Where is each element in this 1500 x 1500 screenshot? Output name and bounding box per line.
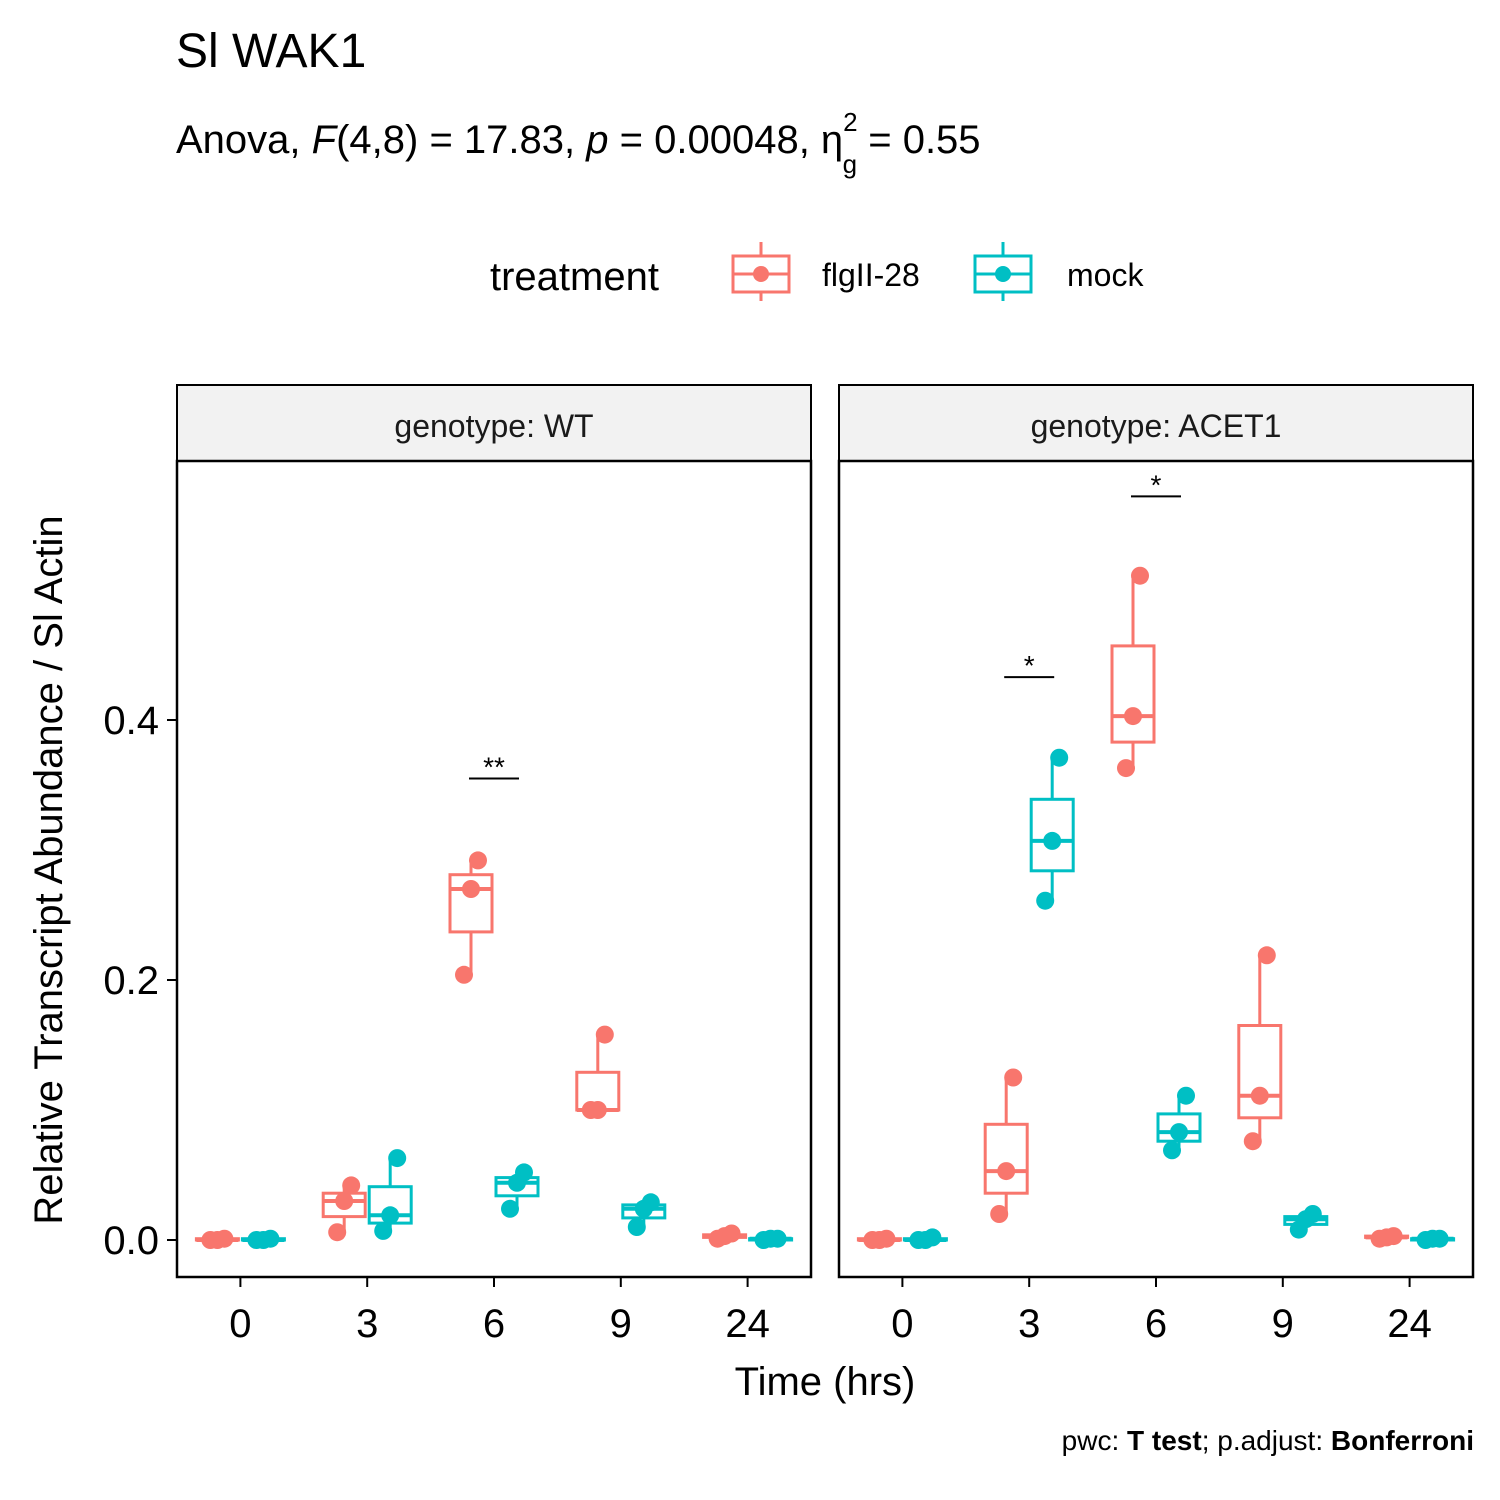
data-point <box>342 1176 361 1195</box>
data-point <box>1303 1205 1322 1223</box>
panel: genotype: ACET1 0 3 6 9 24 * * <box>837 384 1475 1346</box>
chart-subtitle: Anova, F(4,8) = 17.83, p = 0.00048, η2 g … <box>176 107 981 179</box>
data-point <box>381 1206 400 1225</box>
data-point <box>595 1025 614 1044</box>
x-tick-label: 0 <box>891 1302 913 1346</box>
panel: genotype: WT 0 3 6 9 24 0.0 0.2 0.4 ** <box>103 384 813 1346</box>
data-point <box>1257 946 1276 965</box>
strip-label: genotype: WT <box>394 408 593 444</box>
subtitle-eta-sup: 2 <box>843 107 857 137</box>
caption-part: T test <box>1127 1425 1202 1456</box>
data-point <box>1124 707 1142 726</box>
box-body <box>1110 644 1156 744</box>
strip-background <box>176 384 812 462</box>
data-point <box>328 1223 347 1242</box>
caption-part: Bonferroni <box>1331 1425 1474 1456</box>
data-point <box>374 1221 393 1240</box>
data-point <box>877 1229 896 1248</box>
data-point <box>923 1228 942 1247</box>
panels: genotype: WT0 3 6 9 240.00.20.4**genotype: A… <box>103 384 1475 1346</box>
data-point <box>215 1229 234 1248</box>
data-point <box>722 1224 741 1243</box>
significance-label: * <box>1024 650 1035 681</box>
data-point <box>1036 891 1055 910</box>
data-point <box>335 1192 354 1210</box>
x-tick-label: 6 <box>1145 1302 1167 1346</box>
y-axis-title: Relative Transcript Abundance / Sl Actin <box>27 515 71 1224</box>
panel-border <box>175 459 813 1279</box>
y-tick-label: 0.0 <box>103 1219 159 1263</box>
data-point <box>462 880 480 898</box>
box-body <box>983 1122 1029 1195</box>
data-point <box>1250 1086 1269 1105</box>
data-point <box>641 1193 660 1212</box>
legend-key-point <box>995 266 1011 282</box>
x-tick-label: 24 <box>1387 1302 1432 1346</box>
legend-key-point <box>753 266 769 282</box>
subtitle-eta-value: = 0.55 <box>857 118 980 162</box>
data-point <box>997 1162 1016 1181</box>
legend-title: treatment <box>490 255 659 299</box>
data-point <box>261 1229 280 1248</box>
data-point <box>1050 748 1069 767</box>
data-point <box>1170 1123 1188 1142</box>
subtitle-prefix: Anova, <box>176 118 312 162</box>
chart-title: Sl WAK1 <box>176 25 366 78</box>
y-tick-label: 0.4 <box>103 699 159 743</box>
x-tick-label: 6 <box>483 1302 505 1346</box>
x-tick-label: 3 <box>1018 1302 1040 1346</box>
data-point <box>1177 1086 1195 1105</box>
data-point <box>1163 1141 1181 1160</box>
subtitle-p-symbol: p <box>585 118 608 162</box>
x-axis-title: Time (hrs) <box>735 1360 916 1404</box>
subtitle-eta-symbol: η <box>821 118 843 162</box>
x-tick-label: 24 <box>725 1302 770 1346</box>
subtitle-df: (4,8) <box>336 118 418 162</box>
significance-label: * <box>1151 469 1162 500</box>
x-tick-label: 9 <box>1272 1302 1294 1346</box>
data-point <box>455 965 473 984</box>
legend-label: flgII-28 <box>822 257 920 293</box>
data-point <box>1430 1229 1449 1248</box>
x-tick-label: 0 <box>229 1302 251 1346</box>
legend-label: mock <box>1067 257 1144 293</box>
data-point <box>469 851 487 870</box>
data-point <box>990 1205 1009 1223</box>
panel-border <box>837 459 1475 1279</box>
significance-label: ** <box>483 752 505 783</box>
data-point <box>768 1229 787 1248</box>
strip-background <box>838 384 1474 462</box>
x-tick-label: 9 <box>610 1302 632 1346</box>
data-point <box>1043 831 1062 850</box>
data-point <box>1243 1132 1262 1151</box>
data-point <box>515 1163 533 1182</box>
subtitle-f-value: = 17.83, <box>418 118 586 162</box>
data-point <box>588 1101 607 1119</box>
subtitle-eta-sub: g <box>843 149 857 179</box>
data-point <box>1117 759 1135 778</box>
data-point <box>1004 1068 1023 1087</box>
legend: treatment flgII-28 mock <box>490 242 1144 301</box>
data-point <box>501 1199 519 1218</box>
strip-label: genotype: ACET1 <box>1031 408 1282 444</box>
caption: pwc: T test; p.adjust: Bonferroni <box>1062 1425 1474 1456</box>
subtitle-f-symbol: F <box>312 118 339 162</box>
data-point <box>627 1218 646 1236</box>
data-point <box>1131 566 1149 585</box>
x-tick-label: 3 <box>356 1302 378 1346</box>
data-point <box>388 1149 407 1168</box>
y-tick-label: 0.2 <box>103 959 159 1003</box>
caption-part: ; p.adjust: <box>1202 1425 1331 1456</box>
caption-part: pwc: <box>1062 1425 1127 1456</box>
subtitle-p-value: = 0.00048, <box>609 118 821 162</box>
data-point <box>1384 1227 1403 1246</box>
